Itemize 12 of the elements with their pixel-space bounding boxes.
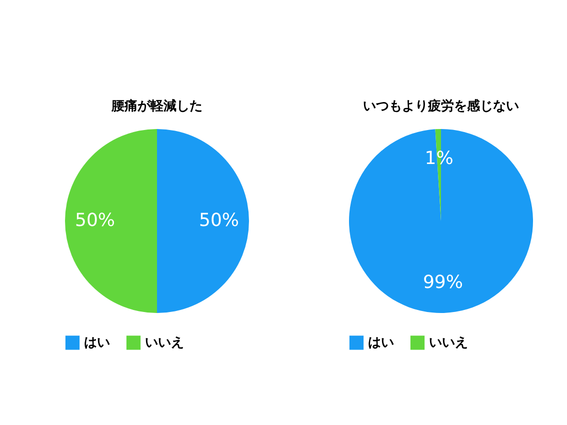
data-label: 99%: [422, 272, 463, 293]
legend-label: はい: [84, 336, 110, 351]
pie-slice: [65, 129, 157, 313]
pie-slice: [157, 129, 249, 313]
legend-label: いいえ: [145, 336, 184, 351]
legend-label: はい: [368, 336, 394, 351]
data-label: 50%: [198, 210, 240, 231]
pie-slice: [349, 129, 533, 313]
legend-label: いいえ: [429, 336, 468, 351]
data-label: 50%: [74, 210, 116, 231]
chart-title: いつもより疲労を感じない: [363, 98, 519, 114]
chart-title: 腰痛が軽減した: [110, 98, 202, 114]
